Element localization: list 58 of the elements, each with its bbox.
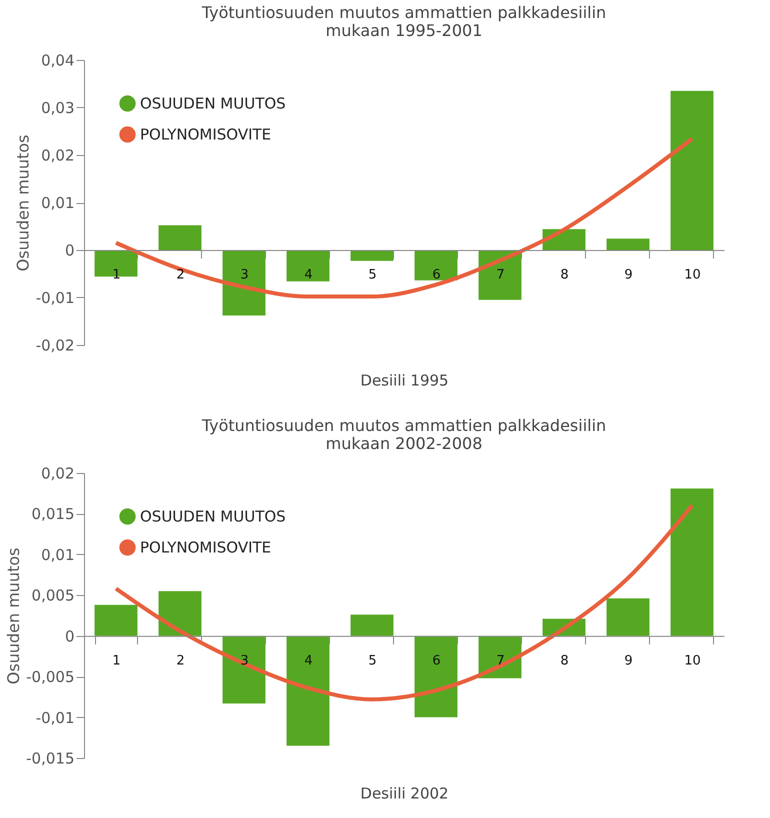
x-tick-label: 5 <box>368 268 377 282</box>
y-tick-label: 0,02 <box>41 146 74 164</box>
y-tick-label: -0,005 <box>26 668 74 686</box>
y-tick-label: 0,005 <box>32 586 74 605</box>
y-tick-label: 0,04 <box>41 52 74 70</box>
bar <box>94 604 138 636</box>
x-tick-label: 10 <box>684 653 701 668</box>
x-tick-label: 2 <box>176 268 185 282</box>
bar <box>414 250 458 280</box>
x-tick-label: 7 <box>496 268 505 282</box>
y-tick-label: 0,02 <box>41 464 74 482</box>
bar <box>158 591 202 636</box>
y-tick-label: -0,015 <box>26 750 74 768</box>
legend-label: OSUUDEN MUUTOS <box>140 94 286 112</box>
y-tick-label: -0,01 <box>36 708 74 727</box>
x-tick-label: 5 <box>368 653 377 668</box>
y-tick-label: -0,02 <box>36 336 74 354</box>
bar <box>414 636 458 718</box>
bar <box>222 636 266 704</box>
x-tick-label: 10 <box>684 268 701 282</box>
y-tick-label: 0,015 <box>32 505 74 524</box>
bar <box>350 250 394 261</box>
legend-label: POLYNOMISOVITE <box>140 126 272 144</box>
y-axis-title: Osuuden muutos <box>14 134 33 272</box>
chart-title: Työtuntiosuuden muutos ammattien palkkadesiilin mukaan 1995-2001 <box>200 3 606 40</box>
bar <box>606 598 650 636</box>
x-tick-label: 4 <box>304 653 313 668</box>
bar <box>606 238 650 250</box>
x-tick-label: 9 <box>624 653 633 668</box>
x-tick-label: 8 <box>560 268 569 282</box>
x-axis-title: Desiili 1995 <box>360 372 449 390</box>
y-tick-label: -0,01 <box>36 289 74 307</box>
bar <box>286 636 330 746</box>
bar <box>222 250 266 316</box>
y-tick-label: 0,03 <box>41 99 74 117</box>
x-tick-label: 8 <box>560 653 569 668</box>
y-axis-title: Osuuden muutos <box>4 548 24 684</box>
y-tick-label: 0,01 <box>41 546 74 564</box>
bar <box>670 488 714 636</box>
x-axis-title: Desiili 2002 <box>360 784 449 802</box>
x-tick-label: 3 <box>240 268 249 282</box>
y-tick-label: 0,01 <box>41 194 74 212</box>
legend-label: POLYNOMISOVITE <box>140 538 272 556</box>
chart-title: Työtuntiosuuden muutos ammattien palkkadesiilin mukaan 2002-2008 <box>200 416 606 453</box>
bar <box>350 614 394 636</box>
bar <box>286 250 330 282</box>
x-tick-label: 2 <box>176 653 185 668</box>
x-tick-label: 6 <box>432 653 441 668</box>
bar <box>94 250 138 277</box>
bar <box>158 225 202 250</box>
x-tick-label: 6 <box>432 268 441 282</box>
x-tick-label: 4 <box>304 268 313 282</box>
x-tick-label: 9 <box>624 268 633 282</box>
x-tick-label: 1 <box>112 653 121 668</box>
bar <box>670 90 714 250</box>
y-tick-label: 0 <box>64 627 74 646</box>
y-tick-label: 0 <box>64 242 74 260</box>
legend-label: OSUUDEN MUUTOS <box>140 508 286 526</box>
